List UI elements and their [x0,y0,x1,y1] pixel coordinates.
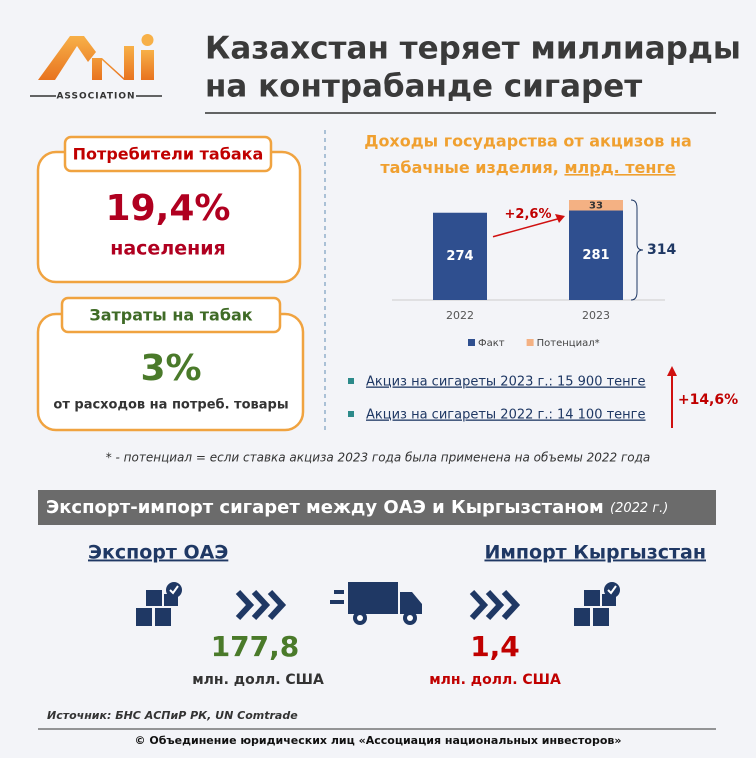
import-unit: млн. долл. США [429,672,561,688]
chart-title: табачные изделия, млрд. тенге [380,158,675,177]
card-value: 19,4% [106,188,231,229]
chevrons-icon-part [501,589,521,621]
logo-text: ASSOCIATION [56,92,135,102]
boxes-icon-part [155,608,171,626]
boxes-icon-part [136,608,152,626]
chart-title: табачные изделия, [380,158,559,177]
card-label-box [63,135,273,173]
growth-arrow [492,217,562,238]
legend-swatch [526,339,534,346]
title-line: Казахстан теряет миллиарды [205,31,741,67]
chart: Доходы государства от акцизов на табачны… [364,132,692,350]
banner [38,490,716,525]
logo: ASSOCIATION [30,34,162,102]
bullet: Акциз на сигареты 2023 г.: 15 900 тенге [366,375,646,390]
truck-icon-part [334,590,344,594]
banner-title: Экспорт-импорт сигарет между ОАЭ и Кыргы… [46,497,604,518]
card-caption: от расходов на потреб. товары [53,398,288,413]
truck-icon-part [400,592,422,614]
boxes-icon [574,582,620,626]
logo-part [38,36,96,80]
logo-part [141,50,154,80]
import-label: Импорт Кыргызстан [484,542,706,564]
chevrons-icon-part [469,589,489,621]
truck-icon-part [348,582,398,614]
chevrons-icon-part [235,589,255,621]
chart-title-unit: млрд. тенге [564,158,675,177]
chevrons-icon-part [251,589,271,621]
source: Источник: БНС АСПиР РК, UN Comtrade [47,709,298,722]
boxes-icon-part [169,585,179,595]
chart-title: Доходы государства от акцизов на [364,132,692,151]
card-caption: населения [110,238,226,260]
bar [433,212,487,300]
boxes-icon-part [584,590,600,606]
boxes-icon-part [607,585,617,595]
total-label: 314 [647,242,676,258]
title-line: на контрабанде сигарет [205,69,642,105]
boxes-icon-part [593,608,609,626]
truck-icon-part [407,615,413,621]
import-value: 1,4 [470,630,520,663]
bullet: Акциз на сигареты 2022 г.: 14 100 тенге [366,408,646,423]
bar-label: 281 [582,248,609,263]
legend-label: Факт [478,338,505,349]
chevrons-icon-part [267,589,287,621]
boxes-icon [136,582,182,626]
bar-label: 274 [446,249,473,264]
bar [569,200,623,211]
card-label-box [60,296,282,334]
bar-label: 33 [589,200,603,211]
boxes-icon-part [574,608,590,626]
footer: © Объединение юридических лиц «Ассоциаци… [135,734,622,747]
card-value: 3% [140,348,201,389]
x-tick-label: 2022 [446,309,474,322]
bullet-marker [348,378,354,384]
truck-icon [330,582,422,625]
truck-icon-part [330,600,344,604]
logo-part [141,34,154,46]
banner-title: Экспорт-импорт сигарет между ОАЭ и Кыргы… [46,497,668,518]
growth-label: +2,6% [505,207,552,222]
change-arrow-head [667,366,677,376]
logo-part [92,46,134,80]
note: * - потенциал = если ставка акциза 2023 … [106,451,651,465]
total-brace [630,199,644,301]
legend-swatch [468,339,475,346]
boxes-icon-part [146,590,162,606]
chevrons-icon-part [485,589,505,621]
export-label: Экспорт ОАЭ [88,542,228,564]
card-label: Потребители табака [73,145,264,164]
chevrons-icon [235,589,287,621]
growth-arrow-head [555,214,565,223]
change-label: +14,6% [678,392,738,408]
export-unit: млн. долл. США [192,672,324,688]
chevrons-icon [469,589,521,621]
bullet-marker [348,411,354,417]
export-value: 177,8 [211,630,300,663]
bar [569,210,623,300]
truck-icon-part [357,615,363,621]
card-label: Затраты на табак [89,306,252,325]
banner-year: (2022 г.) [610,501,668,516]
legend-label: Потенциал* [537,338,600,349]
x-tick-label: 2023 [582,309,610,322]
